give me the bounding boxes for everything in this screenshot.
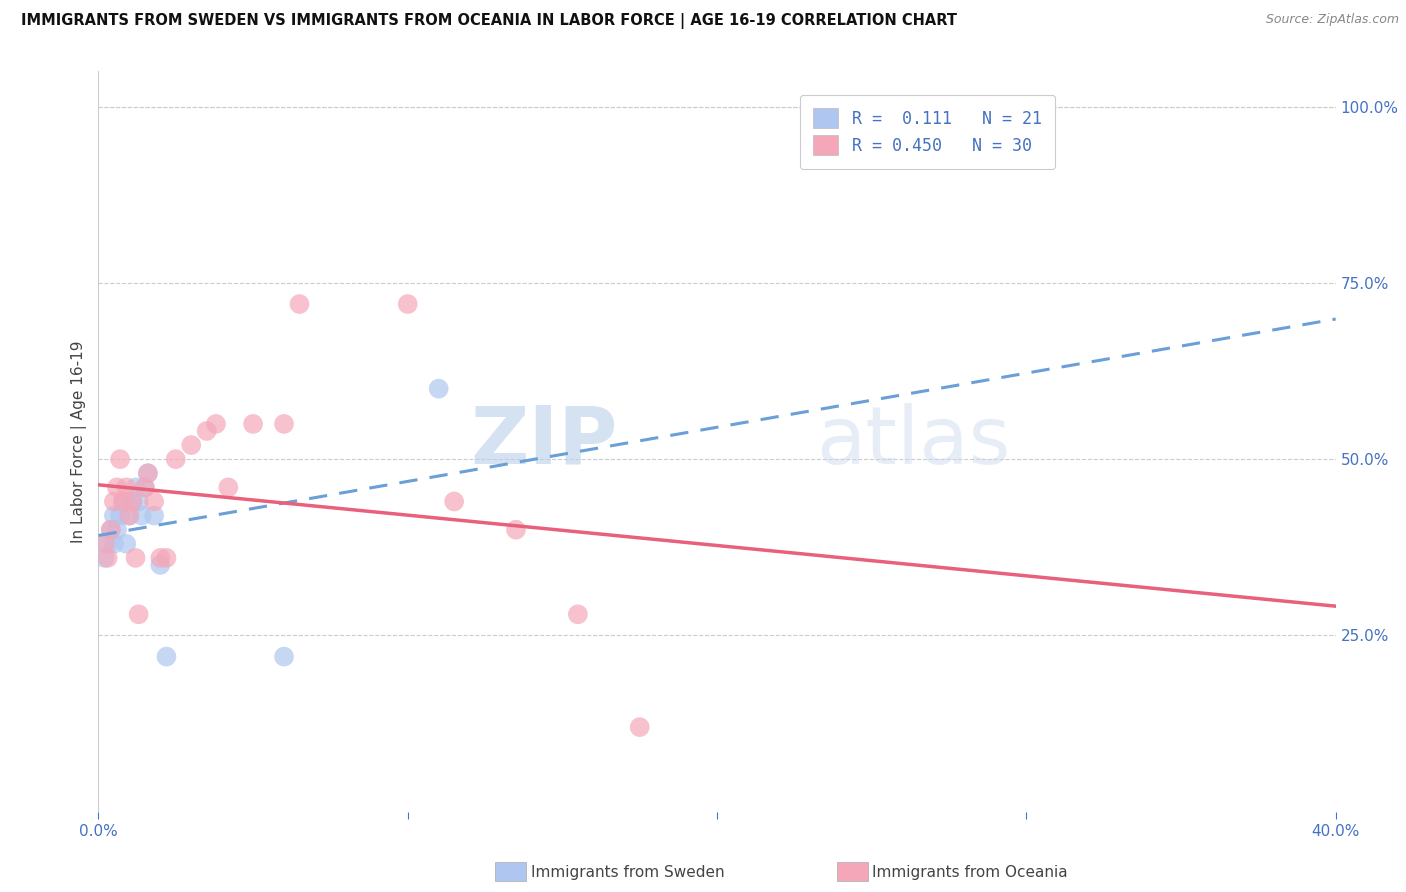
Point <box>118 508 141 523</box>
Point <box>273 417 295 431</box>
Text: ZIP: ZIP <box>471 402 619 481</box>
Point <box>121 494 143 508</box>
Point <box>105 523 128 537</box>
Text: Immigrants from Sweden: Immigrants from Sweden <box>531 865 725 880</box>
Point <box>396 297 419 311</box>
Point <box>134 480 156 494</box>
Point <box>124 550 146 565</box>
Point <box>105 480 128 494</box>
Point <box>628 720 651 734</box>
Point <box>288 297 311 311</box>
Point <box>128 494 150 508</box>
Point <box>443 494 465 508</box>
Point <box>97 550 120 565</box>
Point <box>121 494 143 508</box>
Point <box>136 467 159 481</box>
Y-axis label: In Labor Force | Age 16-19: In Labor Force | Age 16-19 <box>72 340 87 543</box>
Point <box>103 508 125 523</box>
Point <box>149 550 172 565</box>
Point <box>505 523 527 537</box>
Point <box>128 607 150 622</box>
Point <box>273 649 295 664</box>
Point <box>180 438 202 452</box>
Point <box>567 607 589 622</box>
Point <box>149 558 172 572</box>
Point <box>100 523 122 537</box>
Point <box>115 480 138 494</box>
Point <box>108 452 131 467</box>
Point <box>134 480 156 494</box>
Point <box>155 550 177 565</box>
Point <box>93 537 115 551</box>
Point <box>131 508 153 523</box>
Point <box>165 452 187 467</box>
Point <box>100 523 122 537</box>
Point <box>143 494 166 508</box>
Point <box>112 494 135 508</box>
Legend: R =  0.111   N = 21, R = 0.450   N = 30: R = 0.111 N = 21, R = 0.450 N = 30 <box>800 95 1054 169</box>
Point <box>112 494 135 508</box>
Point <box>136 467 159 481</box>
Point <box>118 508 141 523</box>
Point <box>195 424 218 438</box>
Point <box>155 649 177 664</box>
Point <box>103 537 125 551</box>
Point <box>93 550 115 565</box>
Point <box>97 537 120 551</box>
Point <box>242 417 264 431</box>
Point <box>124 480 146 494</box>
Point <box>143 508 166 523</box>
Point <box>103 494 125 508</box>
Point <box>108 508 131 523</box>
Text: IMMIGRANTS FROM SWEDEN VS IMMIGRANTS FROM OCEANIA IN LABOR FORCE | AGE 16-19 COR: IMMIGRANTS FROM SWEDEN VS IMMIGRANTS FRO… <box>21 13 957 29</box>
Point <box>205 417 228 431</box>
Text: Source: ZipAtlas.com: Source: ZipAtlas.com <box>1265 13 1399 27</box>
Point <box>217 480 239 494</box>
Point <box>115 537 138 551</box>
Text: Immigrants from Oceania: Immigrants from Oceania <box>872 865 1067 880</box>
Point <box>427 382 450 396</box>
Text: atlas: atlas <box>815 402 1011 481</box>
